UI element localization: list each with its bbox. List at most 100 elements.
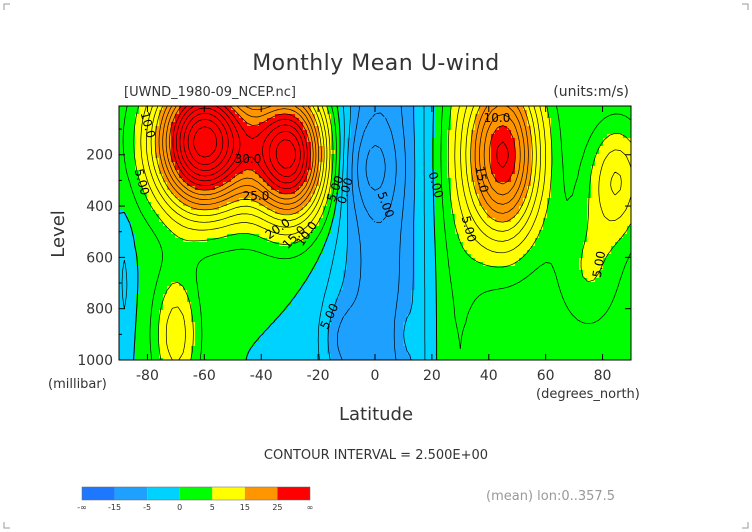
field-cell: [491, 134, 511, 138]
y-axis-label: Level: [48, 210, 69, 258]
field-cell: [327, 234, 347, 238]
field-cell: [119, 206, 151, 210]
field-cell: [415, 158, 431, 162]
field-cell: [159, 342, 195, 346]
field-cell: [595, 162, 631, 166]
field-cell: [331, 354, 411, 358]
field-cell: [231, 106, 311, 110]
field-cell: [431, 150, 447, 154]
field-cell: [119, 114, 135, 118]
field-cell: [135, 338, 159, 342]
field-cell: [183, 178, 231, 182]
field-cell: [347, 182, 415, 186]
field-cell: [551, 182, 591, 186]
contour-line: [121, 106, 426, 360]
field-cell: [183, 202, 227, 206]
field-cell: [119, 290, 139, 294]
field-cell: [547, 106, 631, 110]
x-unit-label: (degrees_north): [536, 387, 640, 402]
field-cell: [603, 138, 631, 142]
field-cell: [163, 222, 319, 226]
colorbar-label: ∞: [307, 503, 314, 512]
field-cell: [411, 354, 435, 358]
field-cell: [299, 210, 323, 214]
crop-mark: [742, 3, 749, 10]
field-cell: [527, 190, 551, 194]
field-cell: [267, 238, 303, 242]
field-cell: [159, 218, 319, 222]
field-cell: [347, 254, 415, 258]
field-cell: [479, 194, 527, 198]
field-cell: [331, 162, 339, 166]
field-cell: [135, 294, 163, 298]
contour-line: [187, 118, 224, 166]
field-cell: [135, 234, 175, 238]
field-cell: [547, 110, 631, 114]
field-cell: [471, 146, 491, 150]
field-cell: [195, 342, 255, 346]
field-cell: [135, 242, 279, 246]
field-cell: [119, 334, 135, 338]
field-cell: [155, 210, 275, 214]
field-cell: [431, 142, 447, 146]
field-cell: [323, 250, 347, 254]
field-cell: [451, 114, 475, 118]
field-cell: [307, 138, 319, 142]
field-cell: [139, 266, 315, 270]
field-cell: [191, 346, 251, 350]
field-cell: [471, 174, 495, 178]
field-cell: [587, 226, 627, 230]
field-cell: [119, 162, 135, 166]
field-cell: [347, 194, 415, 198]
field-cell: [347, 214, 415, 218]
field-cell: [527, 122, 551, 126]
field-cell: [331, 138, 339, 142]
field-cell: [167, 182, 187, 186]
field-cell: [135, 306, 163, 310]
field-cell: [551, 126, 631, 130]
contour-label: 15.0: [473, 165, 491, 194]
field-cell: [307, 134, 319, 138]
field-cell: [587, 234, 623, 238]
contour-label: 0.00: [426, 170, 446, 199]
field-cell: [327, 350, 407, 354]
field-cell: [191, 350, 247, 354]
field-cell: [347, 250, 415, 254]
field-cell: [283, 310, 331, 314]
field-cell: [119, 134, 135, 138]
field-cell: [415, 230, 435, 234]
field-cell: [303, 206, 323, 210]
field-cell: [251, 346, 327, 350]
field-cell: [159, 354, 191, 358]
field-cell: [607, 134, 623, 138]
x-tick-label: -20: [307, 368, 330, 384]
field-cell: [407, 314, 435, 318]
field-cell: [415, 170, 435, 174]
field-cell: [415, 238, 435, 242]
field-cell: [415, 242, 435, 246]
field-cell: [587, 238, 619, 242]
field-cell: [543, 218, 587, 222]
field-cell: [267, 182, 303, 186]
field-cell: [531, 134, 551, 138]
field-cell: [415, 198, 435, 202]
field-cell: [551, 162, 595, 166]
field-cell: [243, 170, 255, 174]
field-cell: [339, 118, 351, 122]
field-cell: [583, 246, 611, 250]
field-cell: [171, 122, 247, 126]
field-cell: [435, 118, 451, 122]
field-cell: [351, 114, 415, 118]
field-cell: [323, 246, 347, 250]
field-cell: [135, 262, 315, 266]
field-cell: [139, 286, 167, 290]
crop-mark: [742, 522, 749, 529]
field-cell: [299, 290, 339, 294]
field-cell: [339, 290, 411, 294]
field-cell: [119, 170, 139, 174]
field-cell: [119, 234, 135, 238]
field-cell: [339, 150, 347, 154]
field-cell: [447, 166, 471, 170]
field-cell: [127, 218, 159, 222]
